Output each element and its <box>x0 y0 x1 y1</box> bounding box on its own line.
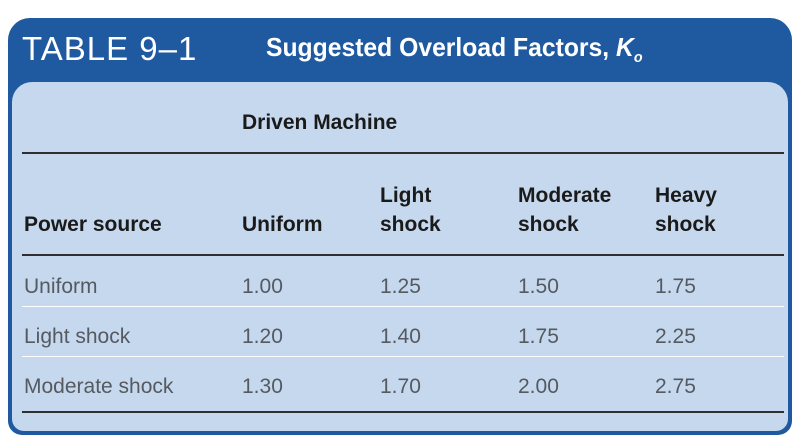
table-cell: 1.25 <box>380 275 421 298</box>
column-header-light-line2: shock <box>380 213 441 236</box>
table-title: Suggested Overload Factors, Ko <box>266 32 643 66</box>
table-header: TABLE 9–1 Suggested Overload Factors, Ko <box>8 18 792 84</box>
table-bottom-rule <box>22 411 784 413</box>
table-body: Driven Machine Power source Uniform Ligh… <box>12 82 788 431</box>
table-cell: 1.75 <box>518 325 559 348</box>
column-header-moderate-line1: Moderate <box>518 184 612 207</box>
table-cell: 1.40 <box>380 325 421 348</box>
table-cell: 2.25 <box>655 325 696 348</box>
table-cell: 2.75 <box>655 375 696 398</box>
table-cell: 1.30 <box>242 375 283 398</box>
column-header-moderate-line2: shock <box>518 213 579 236</box>
column-header-power-source: Power source <box>24 213 162 236</box>
table-cell: 1.00 <box>242 275 283 298</box>
group-header-driven-machine: Driven Machine <box>242 111 398 134</box>
table-title-text: Suggested Overload Factors, <box>266 32 617 62</box>
column-header-uniform: Uniform <box>242 213 323 236</box>
table-cell: 2.00 <box>518 375 559 398</box>
group-header-rule <box>22 152 784 154</box>
row-divider <box>22 356 784 357</box>
table-cell: 1.75 <box>655 275 696 298</box>
table-cell: 1.70 <box>380 375 421 398</box>
column-header-rule <box>22 254 784 256</box>
table-card: TABLE 9–1 Suggested Overload Factors, Ko… <box>8 18 792 435</box>
row-label-moderate-shock: Moderate shock <box>24 375 174 398</box>
table-cell: 1.50 <box>518 275 559 298</box>
row-label-uniform: Uniform <box>24 275 98 298</box>
column-header-heavy-line1: Heavy <box>655 184 717 207</box>
symbol-letter: K <box>616 32 634 62</box>
row-label-light-shock: Light shock <box>24 325 131 348</box>
row-divider <box>22 306 784 307</box>
symbol-subscript: o <box>633 49 643 67</box>
column-header-light-line1: Light <box>380 184 432 207</box>
table-number: TABLE 9–1 <box>22 30 198 67</box>
column-header-heavy-line2: shock <box>655 213 716 236</box>
table-cell: 1.20 <box>242 325 283 348</box>
overload-factor-symbol: Ko <box>616 32 643 66</box>
